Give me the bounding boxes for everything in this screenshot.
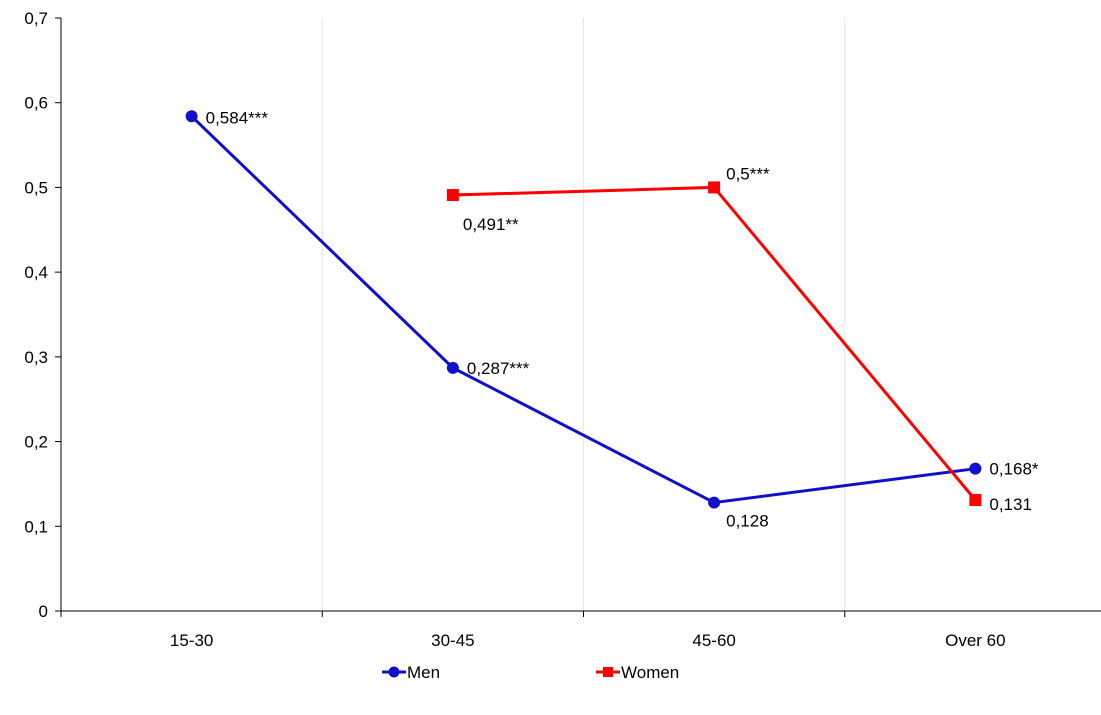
legend-item-men: Men (382, 663, 440, 682)
data-point (185, 110, 198, 123)
y-tick-label: 0,2 (24, 433, 48, 452)
legend-label: Women (621, 663, 679, 682)
x-tick-label: 15-30 (170, 631, 213, 650)
data-label: 0,5*** (726, 164, 770, 183)
y-tick-label: 0,6 (24, 94, 48, 113)
y-tick-label: 0,7 (24, 9, 48, 28)
legend-item-women: Women (596, 663, 679, 682)
legend-label: Men (407, 663, 440, 682)
series-line-men (190, 115, 976, 505)
data-point (708, 496, 721, 509)
axes (60, 18, 1101, 612)
x-tick-label: 45-60 (692, 631, 735, 650)
legend: Men Women (382, 663, 679, 682)
x-tick-label: Over 60 (945, 631, 1005, 650)
y-tick-label: 0,5 (24, 178, 48, 197)
data-label: 0,287*** (467, 359, 530, 378)
series-layer: 0,584*** 0,287*** 0,128 0,168* 0,491** 0,5***… (185, 108, 1039, 531)
data-point (708, 181, 721, 194)
data-label: 0,584*** (206, 108, 269, 127)
x-tick-label: 30-45 (431, 631, 474, 650)
y-tick-label: 0 (39, 602, 48, 621)
data-point (969, 462, 982, 475)
legend-marker (603, 667, 613, 677)
series-line-women (452, 185, 977, 501)
y-tick-label: 0,3 (24, 348, 48, 367)
legend-marker (388, 666, 400, 678)
data-label: 0,131 (989, 495, 1032, 514)
grid-lines (321, 18, 846, 611)
data-label: 0,491** (463, 215, 519, 234)
data-point (969, 494, 982, 507)
y-axis-ticks: 0 0,1 0,2 0,3 0,4 0,5 0,6 0,7 (24, 9, 61, 621)
series-women: 0,491** 0,5*** 0,131 (446, 164, 1032, 514)
y-tick-label: 0,1 (24, 517, 48, 536)
y-tick-label: 0,4 (24, 263, 48, 282)
data-label: 0,128 (726, 512, 769, 531)
data-label: 0,168* (989, 460, 1039, 479)
x-axis-ticks: 15-30 30-45 45-60 Over 60 (60, 611, 1006, 650)
series-men: 0,584*** 0,287*** 0,128 0,168* (185, 108, 1039, 531)
data-point (446, 361, 459, 374)
data-point (446, 189, 459, 202)
